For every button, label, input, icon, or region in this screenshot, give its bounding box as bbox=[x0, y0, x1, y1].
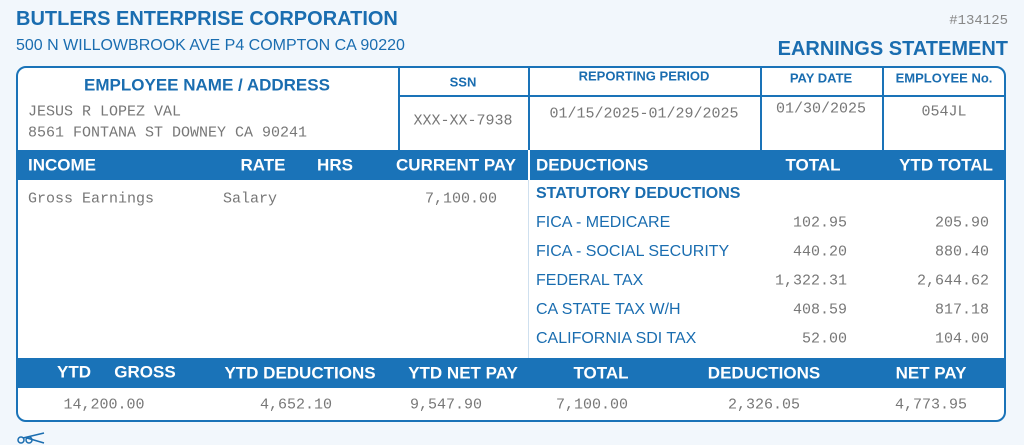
summary-value: 4,773.95 bbox=[894, 396, 968, 414]
employee-name: JESUS R LOPEZ VAL bbox=[28, 103, 182, 121]
deduction-total: 440.20 bbox=[792, 243, 847, 261]
divider bbox=[528, 66, 530, 150]
column-header: YTD TOTAL bbox=[899, 155, 993, 175]
section-bar bbox=[16, 150, 1006, 180]
summary-value: 4,652.10 bbox=[259, 396, 333, 414]
employee-address: 8561 FONTANA ST DOWNEY CA 90241 bbox=[28, 124, 308, 142]
summary-header: TOTAL bbox=[573, 363, 629, 383]
deduction-ytd-total: 817.18 bbox=[934, 301, 989, 319]
deduction-ytd-total: 104.00 bbox=[934, 330, 989, 348]
deduction-total: 102.95 bbox=[792, 214, 847, 232]
deduction-total: 52.00 bbox=[801, 330, 847, 348]
scissors-icon bbox=[17, 432, 45, 444]
deductions-section: STATUTORY DEDUCTIONS bbox=[536, 185, 741, 202]
income-current-pay: 7,100.00 bbox=[424, 190, 497, 208]
deduction-ytd-total: 880.40 bbox=[934, 243, 989, 261]
reporting-period: 01/15/2025-01/29/2025 bbox=[549, 105, 739, 123]
column-header: DEDUCTIONS bbox=[536, 155, 649, 175]
divider bbox=[398, 95, 1004, 97]
company-address: 500 N WILLOWBROOK AVE P4 COMPTON CA 9022… bbox=[16, 37, 405, 54]
header-label: EMPLOYEE No. bbox=[895, 70, 993, 86]
deduction-name: FEDERAL TAX bbox=[536, 272, 644, 289]
summary-value: 2,326.05 bbox=[727, 396, 801, 414]
deduction-name: FICA - MEDICARE bbox=[536, 214, 671, 231]
header-label: SSN bbox=[449, 74, 477, 90]
deduction-total: 408.59 bbox=[792, 301, 847, 319]
deduction-name: FICA - SOCIAL SECURITY bbox=[536, 243, 730, 260]
divider bbox=[528, 150, 530, 180]
deduction-ytd-total: 205.90 bbox=[934, 214, 989, 232]
column-header: TOTAL bbox=[785, 155, 841, 175]
summary-header: YTD NET PAY bbox=[408, 363, 518, 383]
employee-no: 054JL bbox=[921, 103, 967, 121]
pay-date: 01/30/2025 bbox=[775, 100, 867, 118]
document-number: #134125 bbox=[949, 13, 1008, 29]
header-label: PAY DATE bbox=[789, 70, 853, 86]
income-description: Gross Earnings bbox=[28, 190, 155, 208]
summary-header: NET PAY bbox=[895, 363, 967, 383]
summary-bar bbox=[16, 358, 1006, 388]
divider bbox=[760, 66, 762, 150]
column-header: RATE bbox=[240, 155, 286, 175]
summary-header: YTD bbox=[57, 362, 91, 382]
divider bbox=[528, 180, 529, 358]
deduction-name: CALIFORNIA SDI TAX bbox=[536, 330, 697, 347]
divider bbox=[882, 66, 884, 150]
column-header: CURRENT PAY bbox=[396, 155, 516, 175]
summary-value: 9,547.90 bbox=[409, 396, 483, 414]
divider bbox=[398, 66, 400, 150]
deduction-ytd-total: 2,644.62 bbox=[916, 272, 989, 290]
summary-header: GROSS bbox=[114, 362, 176, 382]
summary-value: 7,100.00 bbox=[555, 396, 629, 414]
company-name: BUTLERS ENTERPRISE CORPORATION bbox=[16, 8, 398, 30]
deduction-total: 1,322.31 bbox=[774, 272, 847, 290]
header-label: EMPLOYEE NAME / ADDRESS bbox=[84, 75, 330, 95]
summary-value: 14,200.00 bbox=[63, 396, 145, 414]
statement-title: EARNINGS STATEMENT bbox=[777, 38, 1008, 60]
summary-header: YTD DEDUCTIONS bbox=[224, 363, 376, 383]
ssn: XXX-XX-7938 bbox=[413, 112, 513, 130]
column-header: HRS bbox=[317, 155, 353, 175]
header-label: REPORTING PERIOD bbox=[578, 68, 710, 84]
summary-header: DEDUCTIONS bbox=[707, 363, 821, 383]
column-header: INCOME bbox=[28, 155, 96, 175]
income-rate: Salary bbox=[223, 190, 278, 208]
deduction-name: CA STATE TAX W/H bbox=[536, 301, 681, 318]
